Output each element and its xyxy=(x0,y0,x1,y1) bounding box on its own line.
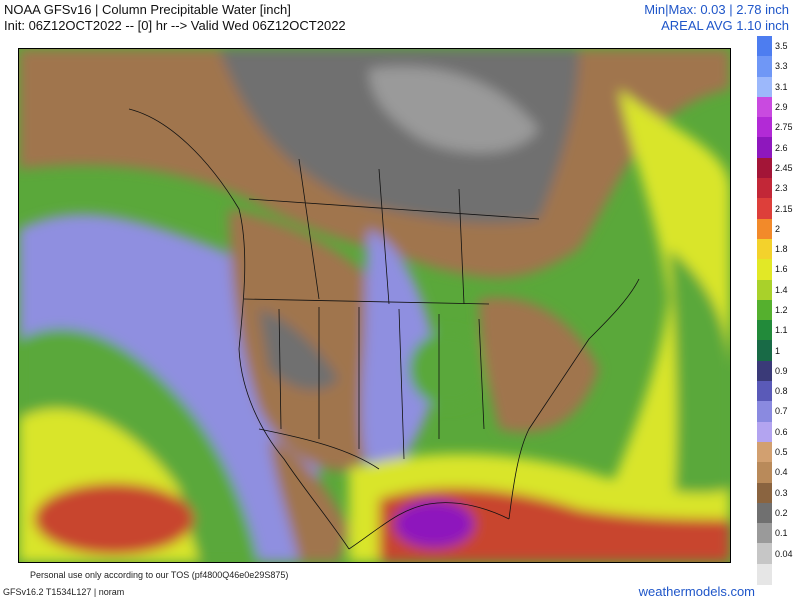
field-arctic-pale xyxy=(369,66,539,153)
colorbar-segment xyxy=(757,482,772,504)
colorbar-label: 3.3 xyxy=(775,61,788,72)
title-line-2: Init: 06Z12OCT2022 -- [0] hr --> Valid W… xyxy=(4,18,346,33)
colorbar-segment xyxy=(757,421,772,443)
colorbar-segment xyxy=(757,543,772,565)
colorbar-label: 2.75 xyxy=(775,122,793,133)
field-east-dry xyxy=(479,297,599,433)
colorbar-segment xyxy=(757,279,772,301)
model-info: GFSv16.2 T1534L127 | noram xyxy=(3,587,125,597)
colorbar-segment xyxy=(757,563,772,585)
colorbar-segment xyxy=(757,76,772,98)
atlantic-coastline xyxy=(508,278,640,520)
stats-block: Min|Max: 0.03 | 2.78 inch AREAL AVG 1.10… xyxy=(644,2,789,34)
colorbar-segment xyxy=(757,198,772,220)
colorbar-label: 3.5 xyxy=(775,41,788,52)
colorbar-segment xyxy=(757,96,772,118)
colorbar-label: 2.15 xyxy=(775,203,793,214)
chart-title: NOAA GFSv16 | Column Precipitable Water … xyxy=(4,2,346,34)
gulf-coastline xyxy=(348,502,510,550)
field-plains-mid xyxy=(361,229,439,489)
map-borders xyxy=(128,108,640,550)
colorbar-label: 0.2 xyxy=(775,507,788,518)
field-west-dry xyxy=(229,209,390,471)
colorbar-label: 1.6 xyxy=(775,264,788,275)
colorbar-segment xyxy=(757,56,772,78)
title-line-1: NOAA GFSv16 | Column Precipitable Water … xyxy=(4,2,291,17)
map-canvas xyxy=(19,49,730,562)
colorbar-label: 0.3 xyxy=(775,487,788,498)
colorbar-segment xyxy=(757,320,772,342)
colorbar-segment xyxy=(757,259,772,281)
field-pacific-tropical xyxy=(34,483,194,555)
colorbar-label: 1.1 xyxy=(775,325,788,336)
colorbar-segment xyxy=(757,340,772,362)
areal-avg-text: AREAL AVG 1.10 inch xyxy=(661,18,789,33)
colorbar-segment xyxy=(757,299,772,321)
map-panel[interactable] xyxy=(18,48,731,563)
colorbar-label: 1.8 xyxy=(775,244,788,255)
colorbar-label: 0.04 xyxy=(775,548,793,559)
state-lines xyxy=(278,307,485,460)
colorbar-label: 1 xyxy=(775,345,781,356)
field-atlantic-moist xyxy=(669,249,730,562)
colorbar-segment xyxy=(757,523,772,545)
colorbar-label: 1.2 xyxy=(775,305,788,315)
colorbar-label: 0.8 xyxy=(775,386,788,397)
colorbar-label: 0.9 xyxy=(775,365,788,376)
us-mexico-border xyxy=(258,428,380,470)
colorbar-segment xyxy=(757,137,772,159)
province-lines xyxy=(248,158,540,305)
colorbar-label: 2.9 xyxy=(775,102,788,113)
colorbar-label: 0.6 xyxy=(775,426,788,437)
colorbar-segment xyxy=(757,462,772,484)
colorbar-segment xyxy=(757,218,772,240)
colorbar xyxy=(757,36,772,585)
field-lakes-moist xyxy=(409,331,489,407)
colorbar-segment xyxy=(757,117,772,139)
colorbar-label: 1.4 xyxy=(775,284,788,295)
colorbar-label: 2 xyxy=(775,223,781,234)
colorbar-segment xyxy=(757,36,772,57)
field-gulf-tropical xyxy=(379,488,730,562)
minmax-text: Min|Max: 0.03 | 2.78 inch xyxy=(644,2,789,17)
colorbar-segment xyxy=(757,401,772,423)
colorbar-segment xyxy=(757,381,772,403)
colorbar-segment xyxy=(757,157,772,179)
colorbar-label: 0.1 xyxy=(775,528,788,539)
colorbar-labels: 3.5 3.3 3.1 2.9 2.75 2.6 2.45 2.3 2.15 2 1.8 1.6 1.4… xyxy=(775,36,800,584)
field-mexico-dry xyxy=(269,439,349,562)
colorbar-label: 2.3 xyxy=(775,183,788,194)
colorbar-segment xyxy=(757,238,772,260)
colorbar-label: 0.4 xyxy=(775,467,788,478)
colorbar-segment xyxy=(757,360,772,382)
tos-text: Personal use only according to our TOS (… xyxy=(30,570,289,580)
field-peak-purple xyxy=(394,500,474,548)
colorbar-label: 0.5 xyxy=(775,447,788,458)
pacific-coastline xyxy=(128,108,350,550)
colorbar-label: 2.45 xyxy=(775,162,793,173)
colorbar-segment xyxy=(757,178,772,200)
colorbar-segment xyxy=(757,441,772,463)
colorbar-segment xyxy=(757,502,772,524)
colorbar-label: 2.6 xyxy=(775,142,788,153)
site-link[interactable]: weathermodels.com xyxy=(638,584,755,599)
us-canada-border xyxy=(243,298,490,305)
colorbar-label: 3.1 xyxy=(775,81,788,92)
colorbar-label: 0.7 xyxy=(775,406,788,417)
